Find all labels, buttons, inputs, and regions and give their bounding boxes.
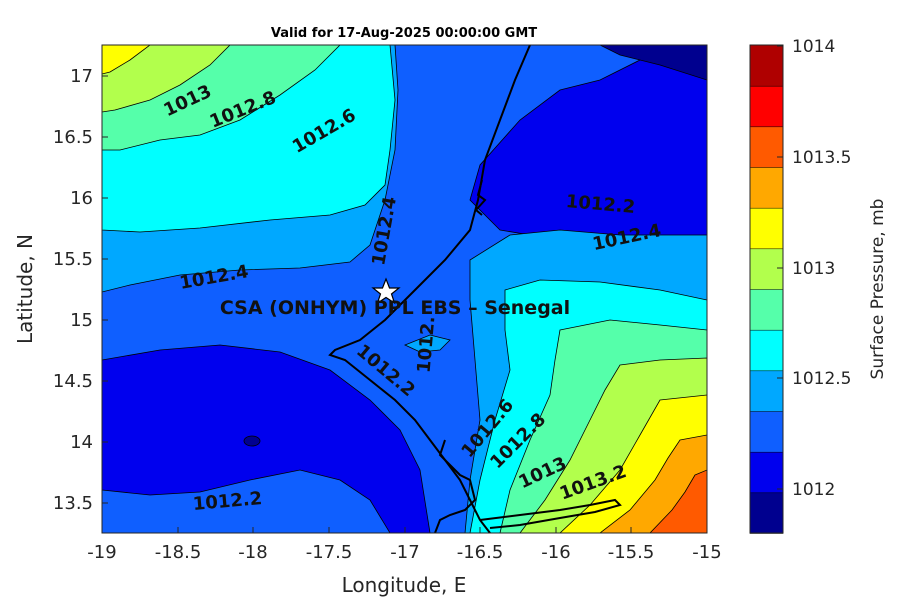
low-pocket — [243, 435, 261, 447]
site-star-marker — [371, 277, 401, 305]
band-1012.2-1012.4-south — [102, 469, 391, 533]
colorbar-swatch — [749, 451, 784, 494]
border-gambia-river — [479, 498, 622, 529]
y-axis-label: Latitude, N — [13, 234, 37, 344]
contour-map: 1013 1012.8 1012.6 1012.4 1012.4 1012.2 … — [102, 45, 707, 533]
colorbar-swatch — [749, 329, 784, 372]
band-small-1012.4 — [403, 334, 451, 353]
y-axis: 17 16.5 16 15.5 15 14.5 14 13.5 Latitude… — [13, 66, 108, 514]
colorbar-label: Surface Pressure, mb — [868, 199, 888, 380]
y-tick-label: 16.5 — [53, 127, 93, 148]
colorbar-tick-label: 1013 — [792, 259, 835, 279]
y-tick-label: 15 — [70, 310, 93, 331]
x-tick-label: -17.5 — [306, 542, 353, 563]
x-tick-label: -15 — [692, 542, 721, 563]
x-axis-label: Longitude, E — [342, 573, 467, 597]
band-above-1013.2 — [102, 45, 151, 75]
figure-title: Valid for 17-Aug-2025 00:00:00 GMT — [271, 26, 537, 41]
colorbar-swatch — [749, 85, 784, 128]
x-tick-label: -18.5 — [155, 542, 202, 563]
band-1013-1013.2 — [102, 45, 231, 113]
colorbar-tick-label: 1012.5 — [792, 369, 851, 389]
x-tick-label: -15.5 — [608, 542, 655, 563]
y-tick-label: 14 — [70, 432, 93, 453]
x-tick-label: -17 — [390, 542, 419, 563]
site-label: CSA (ONHYM) PPL EBS – Senegal — [220, 297, 570, 319]
colorbar-swatch — [749, 248, 784, 290]
x-tick-label: -16 — [541, 542, 570, 563]
y-tick-label: 15.5 — [53, 249, 93, 270]
band-east-1013.6-1013.8 — [649, 469, 707, 533]
colorbar-tick-label: 1013.5 — [792, 148, 851, 168]
colorbar-swatch — [749, 44, 784, 87]
y-tick-label: 14.5 — [53, 371, 93, 392]
colorbar-tick-label: 1014 — [792, 37, 835, 57]
x-tick-label: -18 — [238, 542, 267, 563]
y-tick-label: 16 — [70, 188, 93, 209]
colorbar-swatch — [749, 288, 784, 331]
x-tick-label: -19 — [87, 542, 116, 563]
colorbar-swatch — [749, 410, 784, 453]
contour-label: 1012. — [414, 315, 440, 374]
colorbar-swatch — [749, 126, 784, 168]
colorbar: 1014 1013.5 1013 1012.5 1012 Surface Pre… — [749, 37, 888, 534]
y-tick-label: 13.5 — [53, 493, 93, 514]
band-below-1012-north — [599, 45, 707, 81]
x-axis: -19 -18.5 -18 -17.5 -17 -16.5 -16 -15.5 … — [87, 527, 722, 597]
colorbar-swatch — [749, 492, 784, 534]
colorbar-frame — [749, 44, 784, 534]
border-gambia-north — [434, 439, 477, 533]
y-tick-label: 17 — [70, 66, 93, 87]
colorbar-swatch — [749, 207, 784, 250]
x-tick-label: -16.5 — [457, 542, 504, 563]
colorbar-tick-label: 1012 — [792, 480, 835, 500]
colorbar-swatch — [749, 370, 784, 412]
river-mouth — [474, 179, 487, 216]
colorbar-swatch — [749, 166, 784, 209]
